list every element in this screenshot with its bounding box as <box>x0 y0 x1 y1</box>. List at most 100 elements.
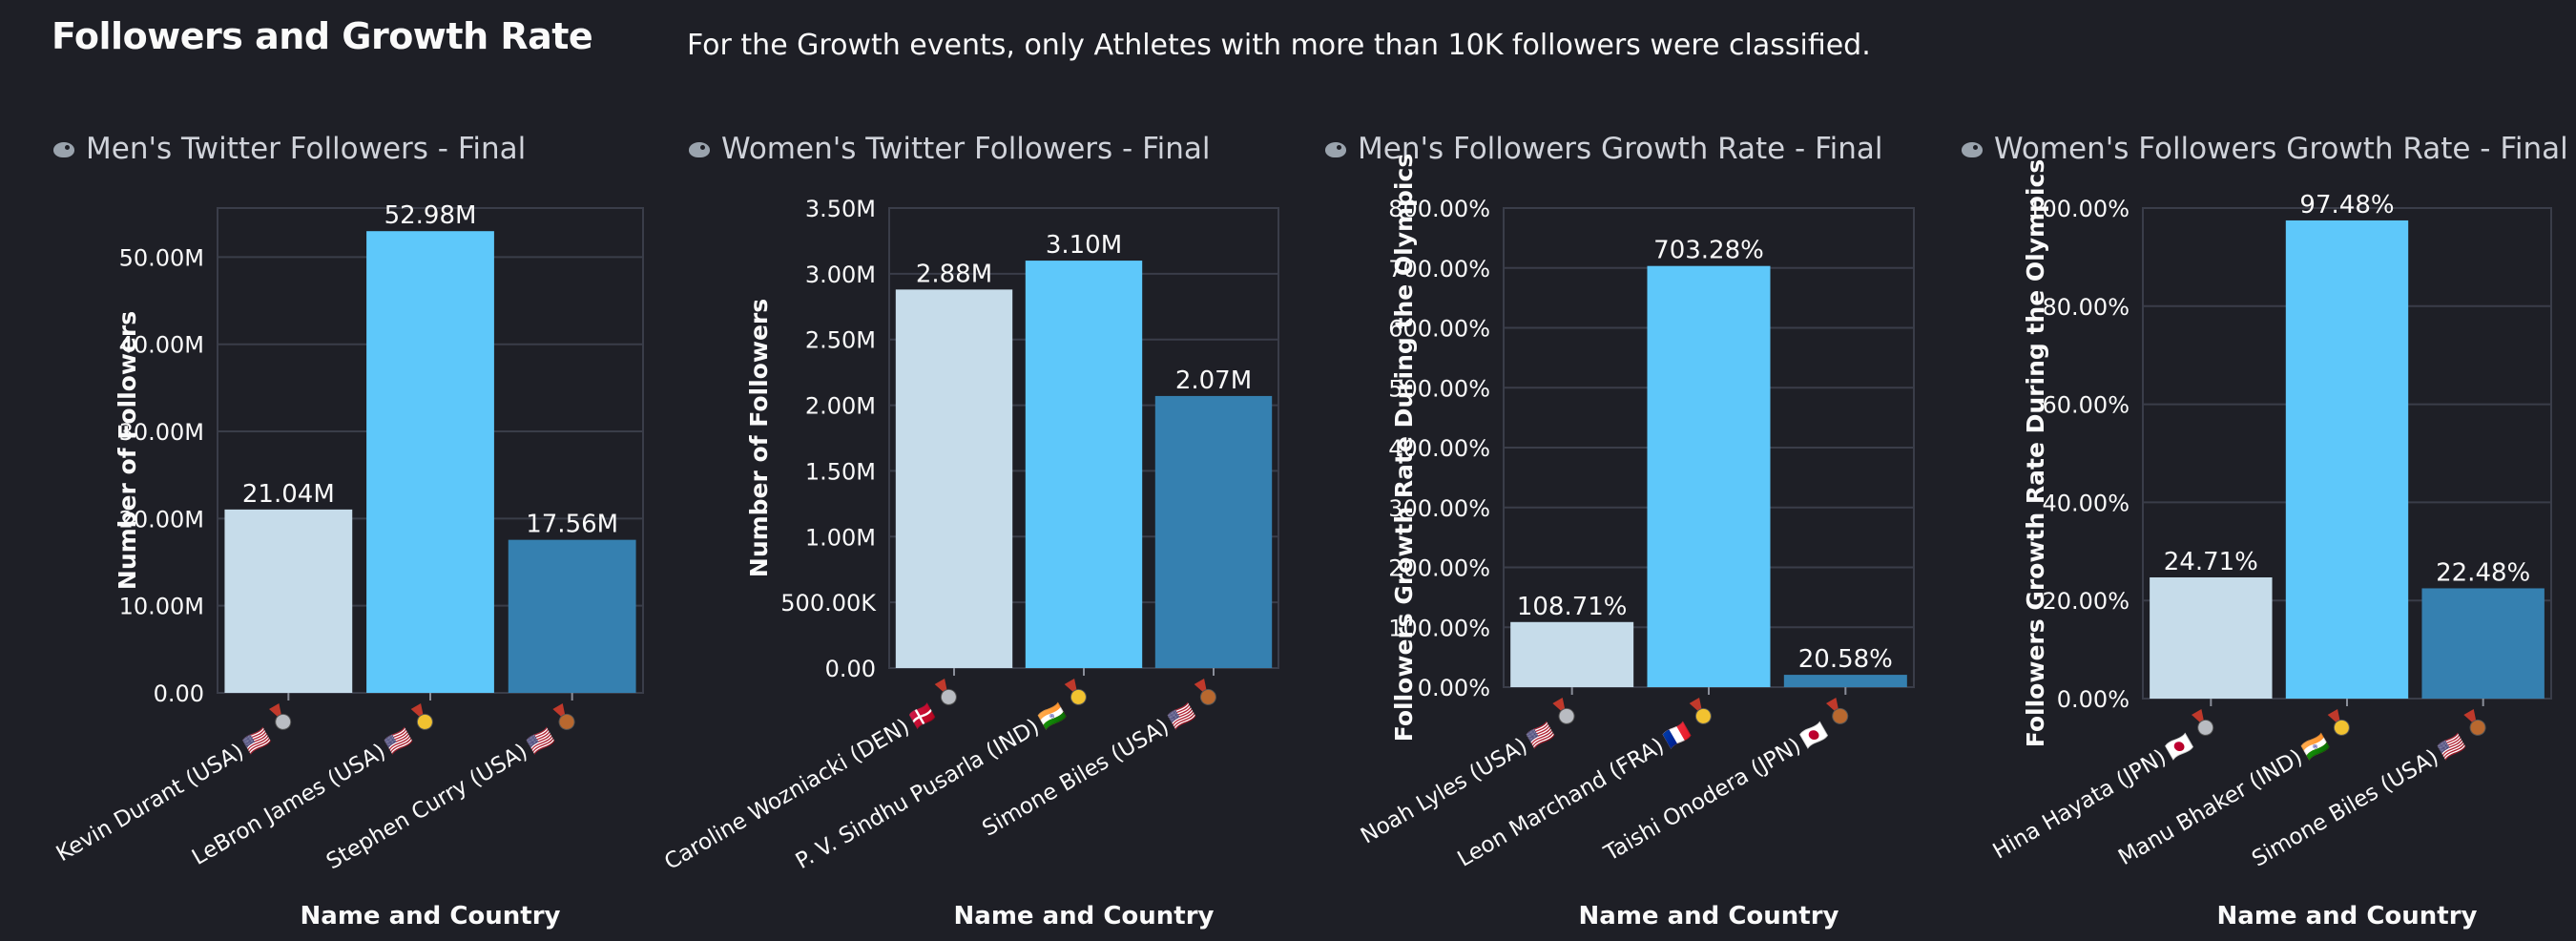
y-tick-label: 40.00M <box>119 332 204 359</box>
bar[interactable] <box>224 509 353 693</box>
bronze-medal-icon <box>2463 708 2486 736</box>
bar[interactable] <box>1154 395 1273 668</box>
y-axis-label: Followers Growth Rate During the Olympic… <box>1390 154 1418 742</box>
bar[interactable] <box>1510 621 1634 687</box>
x-category-label-group: 🇺🇸LeBron James (USA) <box>188 702 433 870</box>
y-axis-label: Number of Followers <box>114 311 141 590</box>
twitter-bird-icon <box>687 138 712 159</box>
bar[interactable] <box>366 231 494 694</box>
y-tick-label: 800.00% <box>1388 196 1490 222</box>
page-title: Followers and Growth Rate <box>52 15 593 57</box>
bar-value-label: 22.48% <box>2436 558 2530 587</box>
chart-title-text: Women's Twitter Followers - Final <box>721 132 1211 166</box>
bar[interactable] <box>2285 220 2409 699</box>
silver-medal-icon <box>269 702 292 730</box>
bar-value-label: 2.88M <box>916 260 992 288</box>
y-tick-label: 50.00M <box>119 244 204 271</box>
flag-icon: 🇩🇰 <box>905 700 941 734</box>
bar[interactable] <box>1025 261 1143 668</box>
x-category-label-group: 🇺🇸Simone Biles (USA) <box>978 678 1216 842</box>
y-tick-label: 400.00% <box>1388 435 1490 462</box>
y-tick-label: 700.00% <box>1388 256 1490 282</box>
x-axis-label: Name and Country <box>301 902 561 931</box>
chart-title-1: Men's Twitter Followers - Final <box>52 130 526 168</box>
x-category-label: P. V. Sindhu Pusarla (IND) <box>792 715 1044 874</box>
flag-icon: 🇺🇸 <box>2435 730 2469 763</box>
silver-medal-icon <box>2192 708 2214 736</box>
flag-icon: 🇯🇵 <box>1797 719 1832 752</box>
y-tick-label: 1.00M <box>805 524 876 551</box>
y-tick-label: 500.00% <box>1388 375 1490 402</box>
chart-title-3: Men's Followers Growth Rate - Final <box>1323 130 1883 168</box>
y-tick-label: 20.00M <box>119 506 204 533</box>
bar-value-label: 52.98M <box>384 201 477 230</box>
chart-title-text: Men's Twitter Followers - Final <box>86 132 527 166</box>
y-tick-label: 300.00% <box>1388 495 1490 522</box>
y-tick-label: 10.00M <box>119 594 204 620</box>
y-tick-label: 0.00% <box>2057 686 2129 713</box>
x-axis-label: Name and Country <box>954 902 1215 931</box>
bronze-medal-icon <box>552 702 575 730</box>
twitter-bird-icon <box>1960 138 1984 159</box>
bar-value-label: 24.71% <box>2164 548 2258 576</box>
silver-medal-icon <box>934 678 957 705</box>
gold-medal-icon <box>410 702 433 730</box>
y-tick-label: 1.50M <box>805 458 876 485</box>
y-tick-label: 3.50M <box>805 196 876 222</box>
flag-icon: 🇺🇸 <box>382 724 416 758</box>
x-category-label-group: 🇯🇵Taishi Onodera (JPN) <box>1599 697 1849 867</box>
x-category-label-group: 🇺🇸Noah Lyles (USA) <box>1357 697 1575 849</box>
y-tick-label: 2.50M <box>805 327 876 354</box>
gold-medal-icon <box>1064 678 1087 705</box>
y-tick-label: 100.00% <box>2027 196 2129 222</box>
flag-icon: 🇺🇸 <box>1165 700 1199 733</box>
x-category-label-group: 🇺🇸Simone Biles (USA) <box>2248 708 2486 872</box>
y-tick-label: 0.00% <box>1418 675 1490 701</box>
y-tick-label: 500.00K <box>780 590 877 617</box>
bar[interactable] <box>508 539 636 693</box>
y-tick-label: 100.00% <box>1388 615 1490 641</box>
bar-value-label: 108.71% <box>1517 593 1628 621</box>
bar[interactable] <box>1783 675 1907 687</box>
bar-value-label: 17.56M <box>526 511 618 539</box>
twitter-bird-icon <box>52 138 76 159</box>
bronze-medal-icon <box>1826 697 1849 724</box>
bar[interactable] <box>895 289 1013 668</box>
chart-title-text: Women's Followers Growth Rate - Final <box>1994 132 2568 166</box>
y-tick-label: 200.00% <box>1388 555 1490 582</box>
chart-title-text: Men's Followers Growth Rate - Final <box>1358 132 1883 166</box>
gold-medal-icon <box>1689 697 1712 724</box>
bar[interactable] <box>1647 265 1771 687</box>
page-note: For the Growth events, only Athletes wit… <box>687 29 1871 62</box>
chart-1: 0.00 10.00M 20.00M 30.00M 40.00M 50.00M 21.04M… <box>52 201 644 931</box>
bar[interactable] <box>2421 588 2545 699</box>
silver-medal-icon <box>1552 697 1575 724</box>
chart-title-2: Women's Twitter Followers - Final <box>687 130 1211 168</box>
chart-3: 0.00% 100.00% 200.00% 300.00% 400.00% 500.00%… <box>1357 154 1915 931</box>
gold-medal-icon <box>2327 708 2350 736</box>
bar-value-label: 3.10M <box>1046 231 1122 260</box>
x-category-label-group: 🇯🇵Hina Hayata (JPN) <box>1989 708 2214 865</box>
twitter-bird-icon <box>1323 138 1348 159</box>
y-tick-label: 30.00M <box>119 419 204 446</box>
flag-icon: 🇯🇵 <box>2163 730 2197 763</box>
y-tick-label: 40.00% <box>2042 490 2129 516</box>
x-category-label-group: 🇮🇳Manu Bhaker (IND) <box>2114 708 2350 870</box>
chart-4: 0.00% 20.00% 40.00% 60.00% 80.00% 100.00% 24.7… <box>1989 159 2552 931</box>
y-tick-label: 2.00M <box>805 393 876 420</box>
x-category-label-group: 🇺🇸Stephen Curry (USA) <box>322 702 575 874</box>
y-tick-label: 0.00 <box>154 680 204 707</box>
bar[interactable] <box>2150 576 2273 699</box>
y-tick-label: 60.00% <box>2042 392 2129 419</box>
y-tick-label: 20.00% <box>2042 588 2129 615</box>
flag-icon: 🇮🇳 <box>2298 730 2333 763</box>
flag-icon: 🇺🇸 <box>1524 719 1558 752</box>
flag-icon: 🇫🇷 <box>1660 719 1694 752</box>
x-axis-label: Name and Country <box>2217 902 2478 931</box>
y-axis-label: Number of Followers <box>745 299 773 577</box>
chart-title-4: Women's Followers Growth Rate - Final <box>1960 130 2568 168</box>
chart-2: 0.00 500.00K 1.00M 1.50M 2.00M 2.50M 3.00M 3.50… <box>660 196 1279 931</box>
flag-icon: 🇮🇳 <box>1035 700 1070 733</box>
y-axis-label: Followers Growth Rate During the Olympic… <box>2022 159 2049 747</box>
flag-icon: 🇺🇸 <box>240 724 275 758</box>
